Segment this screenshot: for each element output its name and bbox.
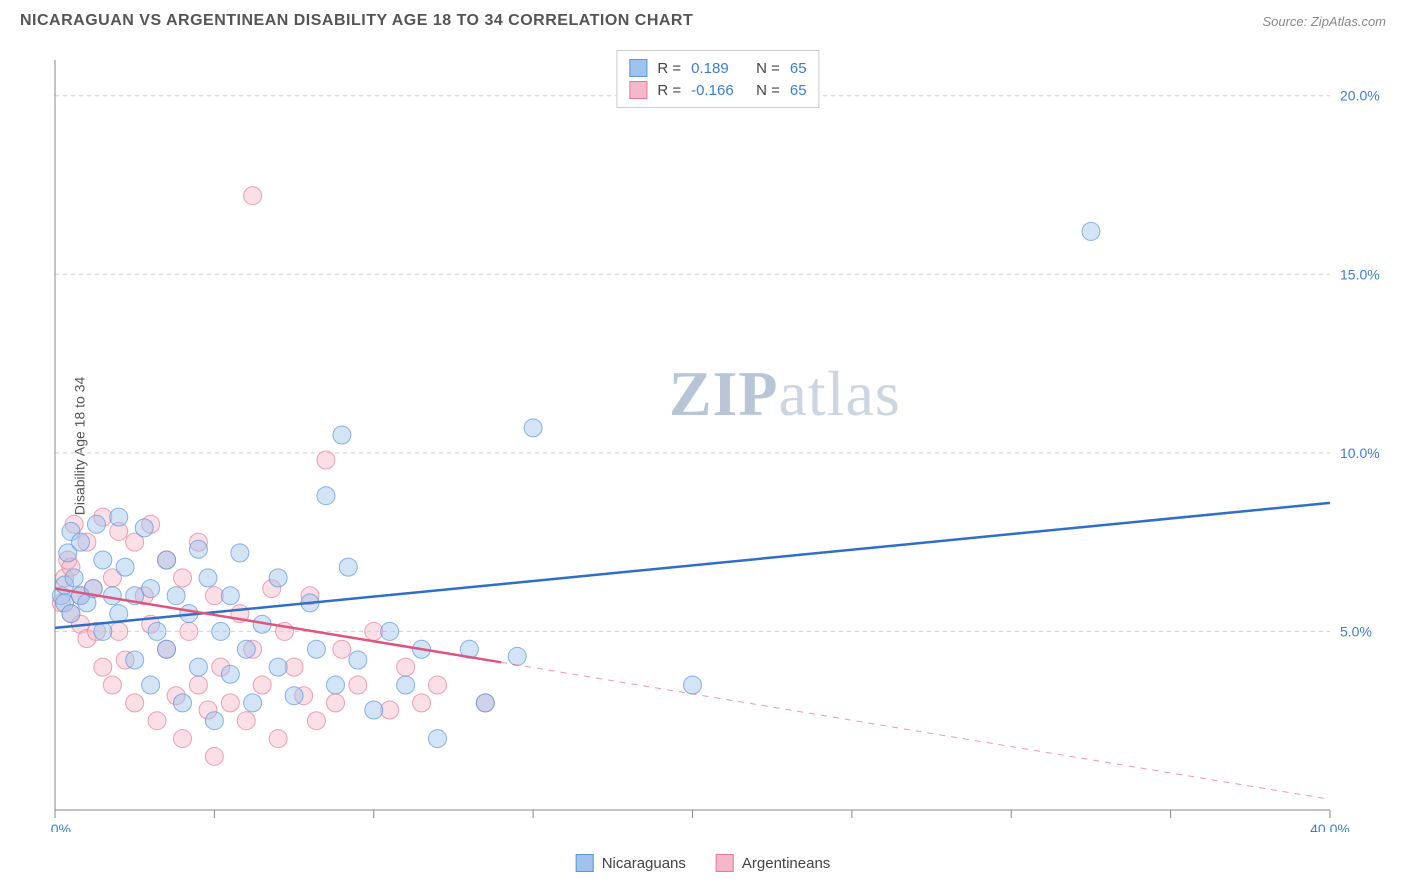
legend-row-nicaraguans: R = 0.189 N = 65	[629, 57, 806, 79]
series-legend: Nicaraguans Argentineans	[576, 854, 831, 872]
chart-area: 5.0% 10.0% 15.0% 20.0% 0.0% 40.0% R = 0.189 N…	[50, 50, 1386, 832]
n-label: N =	[756, 82, 780, 99]
n-label: N =	[756, 60, 780, 77]
legend-label-nicaraguans: Nicaraguans	[602, 855, 686, 872]
svg-text:20.0%: 20.0%	[1340, 88, 1380, 104]
n-value-argentineans: 65	[790, 82, 807, 99]
swatch-argentineans	[629, 81, 647, 99]
r-label: R =	[657, 60, 681, 77]
legend-row-argentineans: R = -0.166 N = 65	[629, 79, 806, 101]
legend-item-nicaraguans: Nicaraguans	[576, 854, 686, 872]
svg-text:0.0%: 0.0%	[50, 821, 71, 832]
svg-text:5.0%: 5.0%	[1340, 623, 1372, 639]
swatch-argentineans-bottom	[716, 854, 734, 872]
svg-text:10.0%: 10.0%	[1340, 445, 1380, 461]
svg-text:15.0%: 15.0%	[1340, 266, 1380, 282]
r-value-nicaraguans: 0.189	[691, 60, 746, 77]
r-label: R =	[657, 82, 681, 99]
swatch-nicaraguans	[629, 59, 647, 77]
scatter-plot: 5.0% 10.0% 15.0% 20.0% 0.0% 40.0%	[50, 50, 1386, 832]
legend-item-argentineans: Argentineans	[716, 854, 830, 872]
chart-title: NICARAGUAN VS ARGENTINEAN DISABILITY AGE…	[20, 12, 693, 30]
swatch-nicaraguans-bottom	[576, 854, 594, 872]
svg-text:40.0%: 40.0%	[1310, 821, 1350, 832]
correlation-legend: R = 0.189 N = 65 R = -0.166 N = 65	[616, 50, 819, 108]
chart-header: NICARAGUAN VS ARGENTINEAN DISABILITY AGE…	[0, 0, 1406, 38]
chart-source: Source: ZipAtlas.com	[1262, 14, 1386, 29]
r-value-argentineans: -0.166	[691, 82, 746, 99]
n-value-nicaraguans: 65	[790, 60, 807, 77]
legend-label-argentineans: Argentineans	[742, 855, 830, 872]
